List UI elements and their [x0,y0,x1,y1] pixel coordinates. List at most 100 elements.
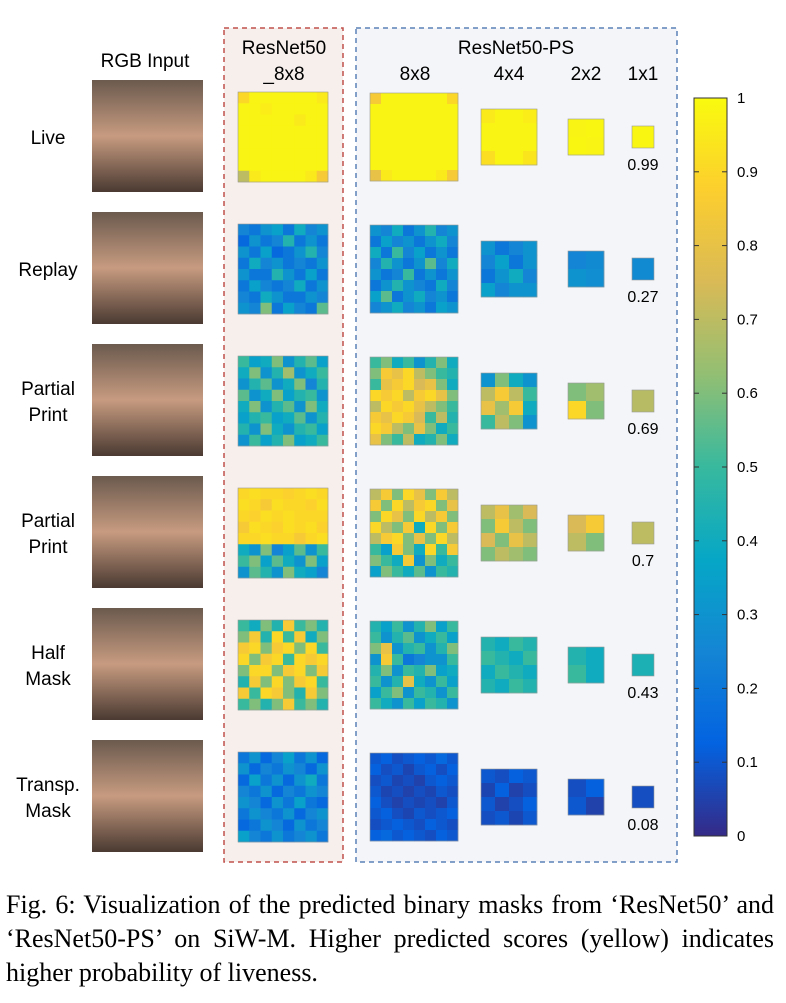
mask-cell [403,170,415,182]
mask-cell [392,280,404,292]
mask-cell [370,291,382,303]
mask-cell [447,126,459,138]
mask-cell [271,665,284,677]
mask-cell [425,302,437,314]
mask-cell [481,679,496,694]
mask-cell [260,687,273,700]
mask-cell [392,643,404,655]
mask-cell [436,302,448,314]
mask-cell [392,654,404,666]
mask-cell [271,830,284,843]
mask-cell [238,653,250,666]
mask-cell [568,401,587,420]
mask-ps-8x8 [370,93,459,182]
mask-cell [305,774,318,787]
mask-ps-4x4 [481,109,538,166]
mask-cell [586,137,605,156]
mask-cell [414,797,426,809]
colorbar-tick-label: 0.5 [737,459,758,476]
mask-cell [447,819,459,831]
mask-cell [523,679,538,694]
mask-cell [294,555,306,568]
mask-cell [294,642,306,655]
mask-cell [316,510,329,523]
mask-cell [403,390,415,402]
mask-cell [260,367,273,379]
mask-cell [495,415,510,430]
mask-cell [316,544,329,556]
mask-cell [436,511,448,523]
mask-cell [271,302,284,315]
mask-cell [447,225,459,237]
mask-cell [392,269,404,281]
mask-cell [238,378,250,391]
mask-cell [305,389,318,402]
mask-cell [238,797,250,809]
mask-cell [381,753,393,765]
mask-cell [381,544,393,556]
mask-cell [403,764,415,776]
mask-cell [392,159,404,171]
mask-border [567,250,605,288]
mask-cell [305,291,318,304]
mask-cell [271,819,284,832]
mask-cell [260,642,273,655]
mask-cell [403,753,415,765]
mask-cell [316,269,329,281]
mask-cell [283,533,295,545]
mask-cell [481,137,496,152]
mask-cell [403,786,415,798]
mask-cell [447,170,459,182]
mask-cell [509,665,524,680]
mask-cell [425,500,437,512]
mask-cell [392,148,404,160]
mask-cell [392,500,404,512]
mask-cell [392,368,404,380]
mask-cell [414,401,426,413]
mask-cell [271,412,284,424]
mask-cell [260,257,273,270]
mask-cell [238,412,250,424]
mask-cell [447,786,459,798]
mask-ps-2x2 [568,383,605,420]
mask-cell [305,533,318,545]
mask-cell [294,280,306,292]
mask-cell [495,547,510,562]
mask-cell [305,92,318,104]
mask-border [237,619,329,711]
mask-cell [414,511,426,523]
mask-cell [283,631,295,643]
mask-cell [523,769,538,784]
mask-ps-4x4 [481,241,538,298]
mask-cell [392,291,404,303]
mask-border [567,514,605,552]
mask-cell [523,387,538,402]
mask-cell [414,291,426,303]
mask-cell [370,93,382,105]
mask-cell [283,665,295,677]
mask-cell [305,698,318,711]
row-label: Replay [18,260,78,281]
mask-cell [425,643,437,655]
mask-border [237,487,329,579]
mask-cell [392,566,404,578]
mask-cell [509,811,524,826]
mask-cell [283,92,295,104]
mask-cell [260,423,273,436]
mask-cell [392,137,404,149]
mask-cell [523,547,538,562]
mask-cell [509,651,524,666]
mask-cell [436,632,448,644]
mask-cell [381,269,393,281]
mask-cell [370,775,382,787]
mask-cell [403,687,415,699]
mask-cell [425,544,437,556]
mask-cell [316,819,329,832]
mask-cell [392,423,404,435]
mask-cell [294,235,306,247]
mask-cell [260,698,273,711]
mask-cell [586,515,605,534]
mask-cell [481,387,496,402]
mask-cell [238,687,250,700]
